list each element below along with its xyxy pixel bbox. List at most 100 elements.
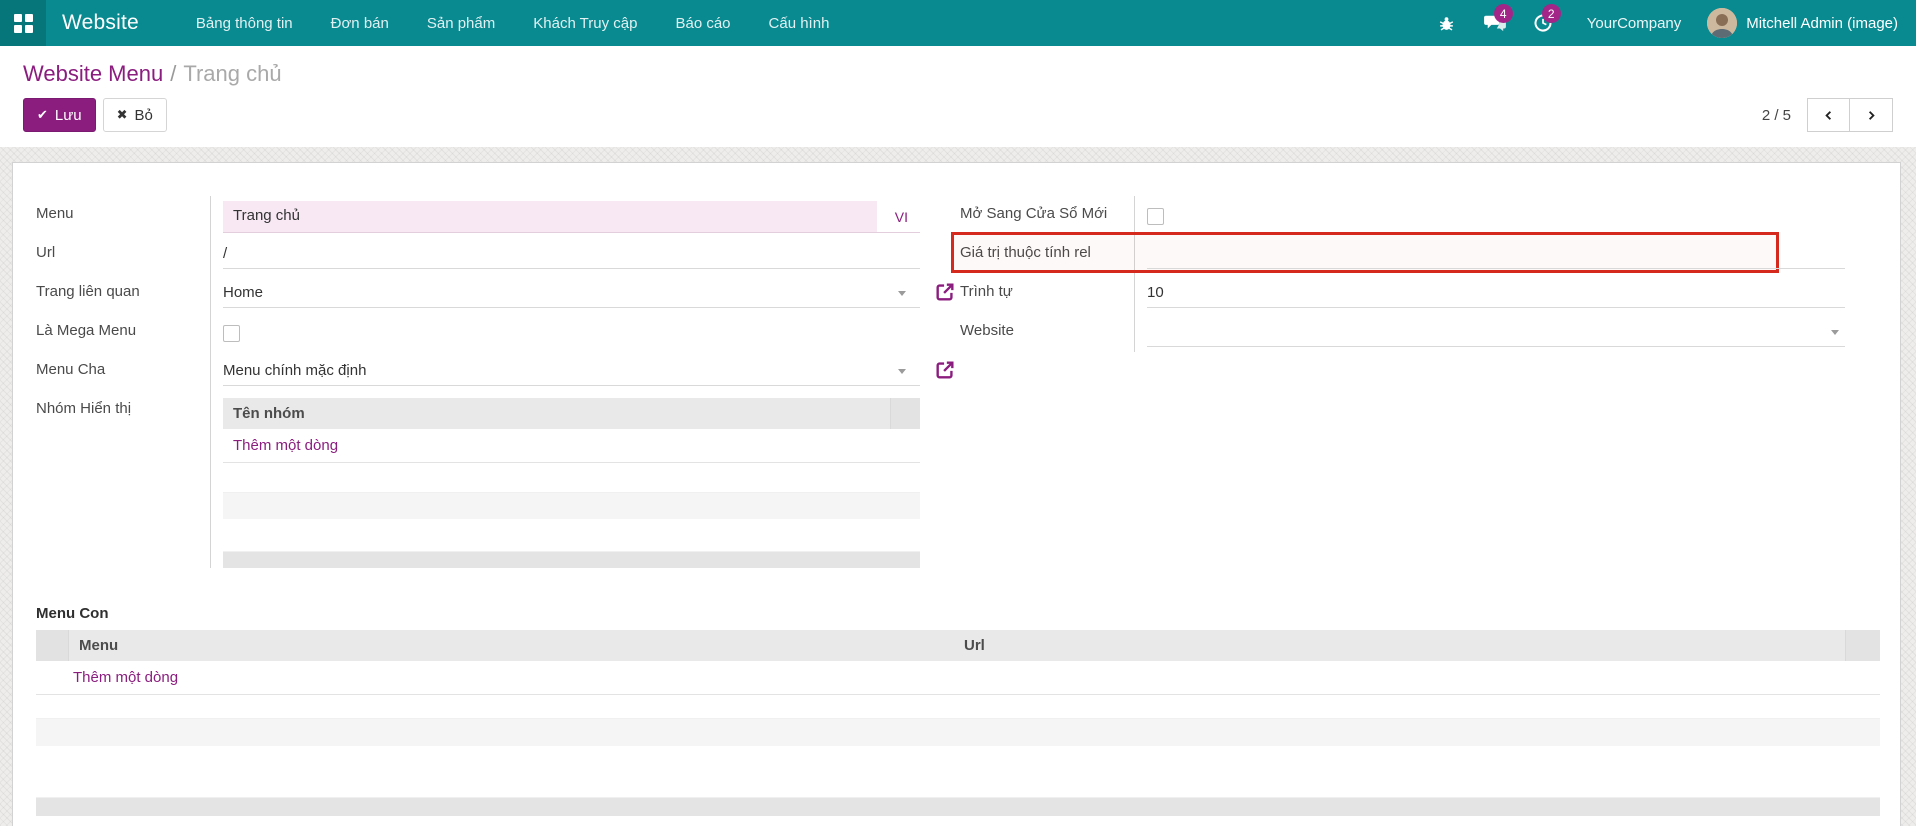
systray: 4 2 YourCompany Mitchell Admin (1429, 0, 1916, 46)
url-field-label: Url (36, 235, 211, 274)
field-row-new-window: Mở Sang Cửa Sổ Mới (960, 196, 1845, 235)
breadcrumb: Website Menu / Trang chủ (23, 59, 1893, 89)
messages-icon[interactable]: 4 (1477, 0, 1513, 46)
menu-dashboard[interactable]: Bảng thông tin (195, 14, 293, 32)
menu-reports[interactable]: Báo cáo (675, 14, 731, 32)
save-button[interactable]: ✔ Lưu (23, 98, 96, 132)
actions-row: ✔ Lưu ✖ Bỏ 2 / 5 (23, 98, 1893, 132)
breadcrumb-separator: / (170, 61, 177, 86)
app-title[interactable]: Website (62, 11, 139, 34)
field-row-rel-attribute: Giá trị thuộc tính rel (951, 232, 1845, 274)
parent-menu-input[interactable]: Menu chính mặc định (223, 357, 920, 386)
website-field-label: Website (960, 313, 1135, 352)
form-sheet: Menu Trang chủ VI Url / Trang li (12, 162, 1901, 826)
sequence-field-label: Trình tự (960, 274, 1135, 313)
discard-button[interactable]: ✖ Bỏ (102, 98, 167, 132)
pager-previous-button[interactable] (1807, 98, 1850, 132)
visible-groups-table-header: Tên nhóm (223, 398, 920, 429)
menu-configuration[interactable]: Cấu hình (768, 14, 830, 32)
check-icon: ✔ (37, 107, 48, 122)
table-bottom-bar (223, 552, 920, 568)
apps-menu-button[interactable] (0, 0, 46, 46)
empty-table-row (223, 493, 920, 519)
apps-grid-icon (13, 13, 33, 33)
empty-table-row (223, 519, 920, 552)
field-row-related-page: Trang liên quan Home (36, 274, 954, 313)
rel-attribute-input[interactable] (1147, 240, 1845, 269)
translation-lang-badge[interactable]: VI (894, 208, 908, 225)
empty-table-row (36, 695, 1880, 719)
new-window-checkbox[interactable] (1147, 208, 1164, 225)
breadcrumb-current: Trang chủ (183, 61, 282, 86)
child-menu-table: Menu Url Thêm một dòng (36, 630, 1880, 816)
field-row-mega-menu: Là Mega Menu (36, 313, 920, 352)
activities-clock-icon[interactable]: 2 (1525, 0, 1561, 46)
table-handle-column (36, 630, 69, 661)
external-link-icon[interactable] (934, 359, 956, 381)
debug-bug-icon[interactable] (1429, 0, 1465, 46)
child-menu-section-title: Menu Con (36, 605, 109, 622)
chevron-down-icon[interactable] (898, 369, 906, 374)
menu-field-label: Menu (36, 196, 211, 235)
pager-count: 2 / 5 (1761, 106, 1791, 124)
child-menu-table-header: Menu Url (36, 630, 1880, 661)
breadcrumb-parent-link[interactable]: Website Menu (23, 61, 164, 86)
visible-groups-field-label: Nhóm Hiển thị (36, 391, 211, 568)
field-row-website: Website (960, 313, 1845, 352)
rel-attribute-field-label: Giá trị thuộc tính rel (960, 235, 1135, 274)
column-header-url[interactable]: Url (964, 637, 985, 654)
mega-menu-checkbox[interactable] (223, 325, 240, 342)
table-header-end-cell (1845, 630, 1880, 661)
menu-products[interactable]: Sản phẩm (426, 14, 496, 32)
user-menu[interactable]: Mitchell Admin (image) (1707, 8, 1902, 38)
chevron-down-icon[interactable] (1831, 330, 1839, 335)
form-group-left: Menu Trang chủ VI Url / Trang li (36, 196, 954, 568)
form-view-background: Menu Trang chủ VI Url / Trang li (0, 147, 1916, 826)
close-icon: ✖ (116, 107, 128, 122)
top-navbar: Website Bảng thông tin Đơn bán Sản phẩm … (0, 0, 1916, 46)
table-bottom-bar (36, 798, 1880, 816)
menu-input-value[interactable]: Trang chủ (223, 201, 877, 232)
activities-badge: 2 (1541, 4, 1561, 23)
record-pager: 2 / 5 (1762, 98, 1893, 132)
sequence-input[interactable]: 10 (1147, 279, 1845, 308)
chevron-down-icon[interactable] (898, 291, 906, 296)
menu-orders[interactable]: Đơn bán (330, 14, 389, 32)
menu-input[interactable]: Trang chủ VI (223, 201, 920, 233)
discard-button-label: Bỏ (134, 106, 153, 124)
field-row-sequence: Trình tự 10 (960, 274, 1845, 313)
field-row-menu: Menu Trang chủ VI (36, 196, 920, 235)
field-row-parent-menu: Menu Cha Menu chính mặc định (36, 352, 954, 391)
chevron-right-icon (1868, 110, 1875, 120)
column-header-group-name[interactable]: Tên nhóm (233, 405, 305, 422)
add-a-line-link[interactable]: Thêm một dòng (223, 429, 920, 463)
mega-menu-field-label: Là Mega Menu (36, 313, 211, 352)
url-input[interactable]: / (223, 240, 920, 269)
external-link-icon[interactable] (934, 281, 956, 303)
related-page-field-label: Trang liên quan (36, 274, 211, 313)
empty-table-row (223, 463, 920, 493)
user-name: Mitchell Admin (image) (1746, 14, 1898, 32)
company-switcher[interactable]: YourCompany (1586, 14, 1682, 32)
form-group-right: Mở Sang Cửa Sổ Mới Giá trị thuộc tính re… (951, 196, 1880, 352)
chevron-left-icon (1825, 110, 1832, 120)
main-menu-bar: Bảng thông tin Đơn bán Sản phẩm Khách Tr… (177, 0, 849, 46)
messages-badge: 4 (1493, 4, 1513, 23)
avatar (1707, 8, 1738, 38)
website-input[interactable] (1147, 318, 1845, 347)
parent-menu-field-label: Menu Cha (36, 352, 211, 391)
field-row-visible-groups: Nhóm Hiển thị Tên nhóm Thêm một dòng (36, 391, 920, 568)
field-row-url: Url / (36, 235, 920, 274)
empty-table-row (36, 719, 1880, 746)
table-header-end-cell (890, 398, 920, 429)
pager-next-button[interactable] (1850, 98, 1893, 132)
menu-visitors[interactable]: Khách Truy cập (533, 14, 638, 32)
column-header-menu[interactable]: Menu (79, 637, 119, 654)
related-page-input[interactable]: Home (223, 279, 920, 308)
visible-groups-table: Tên nhóm Thêm một dòng (223, 398, 920, 568)
save-button-label: Lưu (54, 106, 82, 124)
control-panel: Website Menu / Trang chủ ✔ Lưu ✖ Bỏ 2 / 5 (0, 46, 1916, 147)
new-window-field-label: Mở Sang Cửa Sổ Mới (960, 196, 1135, 235)
empty-table-row (36, 746, 1880, 798)
add-a-line-link[interactable]: Thêm một dòng (36, 661, 1880, 695)
